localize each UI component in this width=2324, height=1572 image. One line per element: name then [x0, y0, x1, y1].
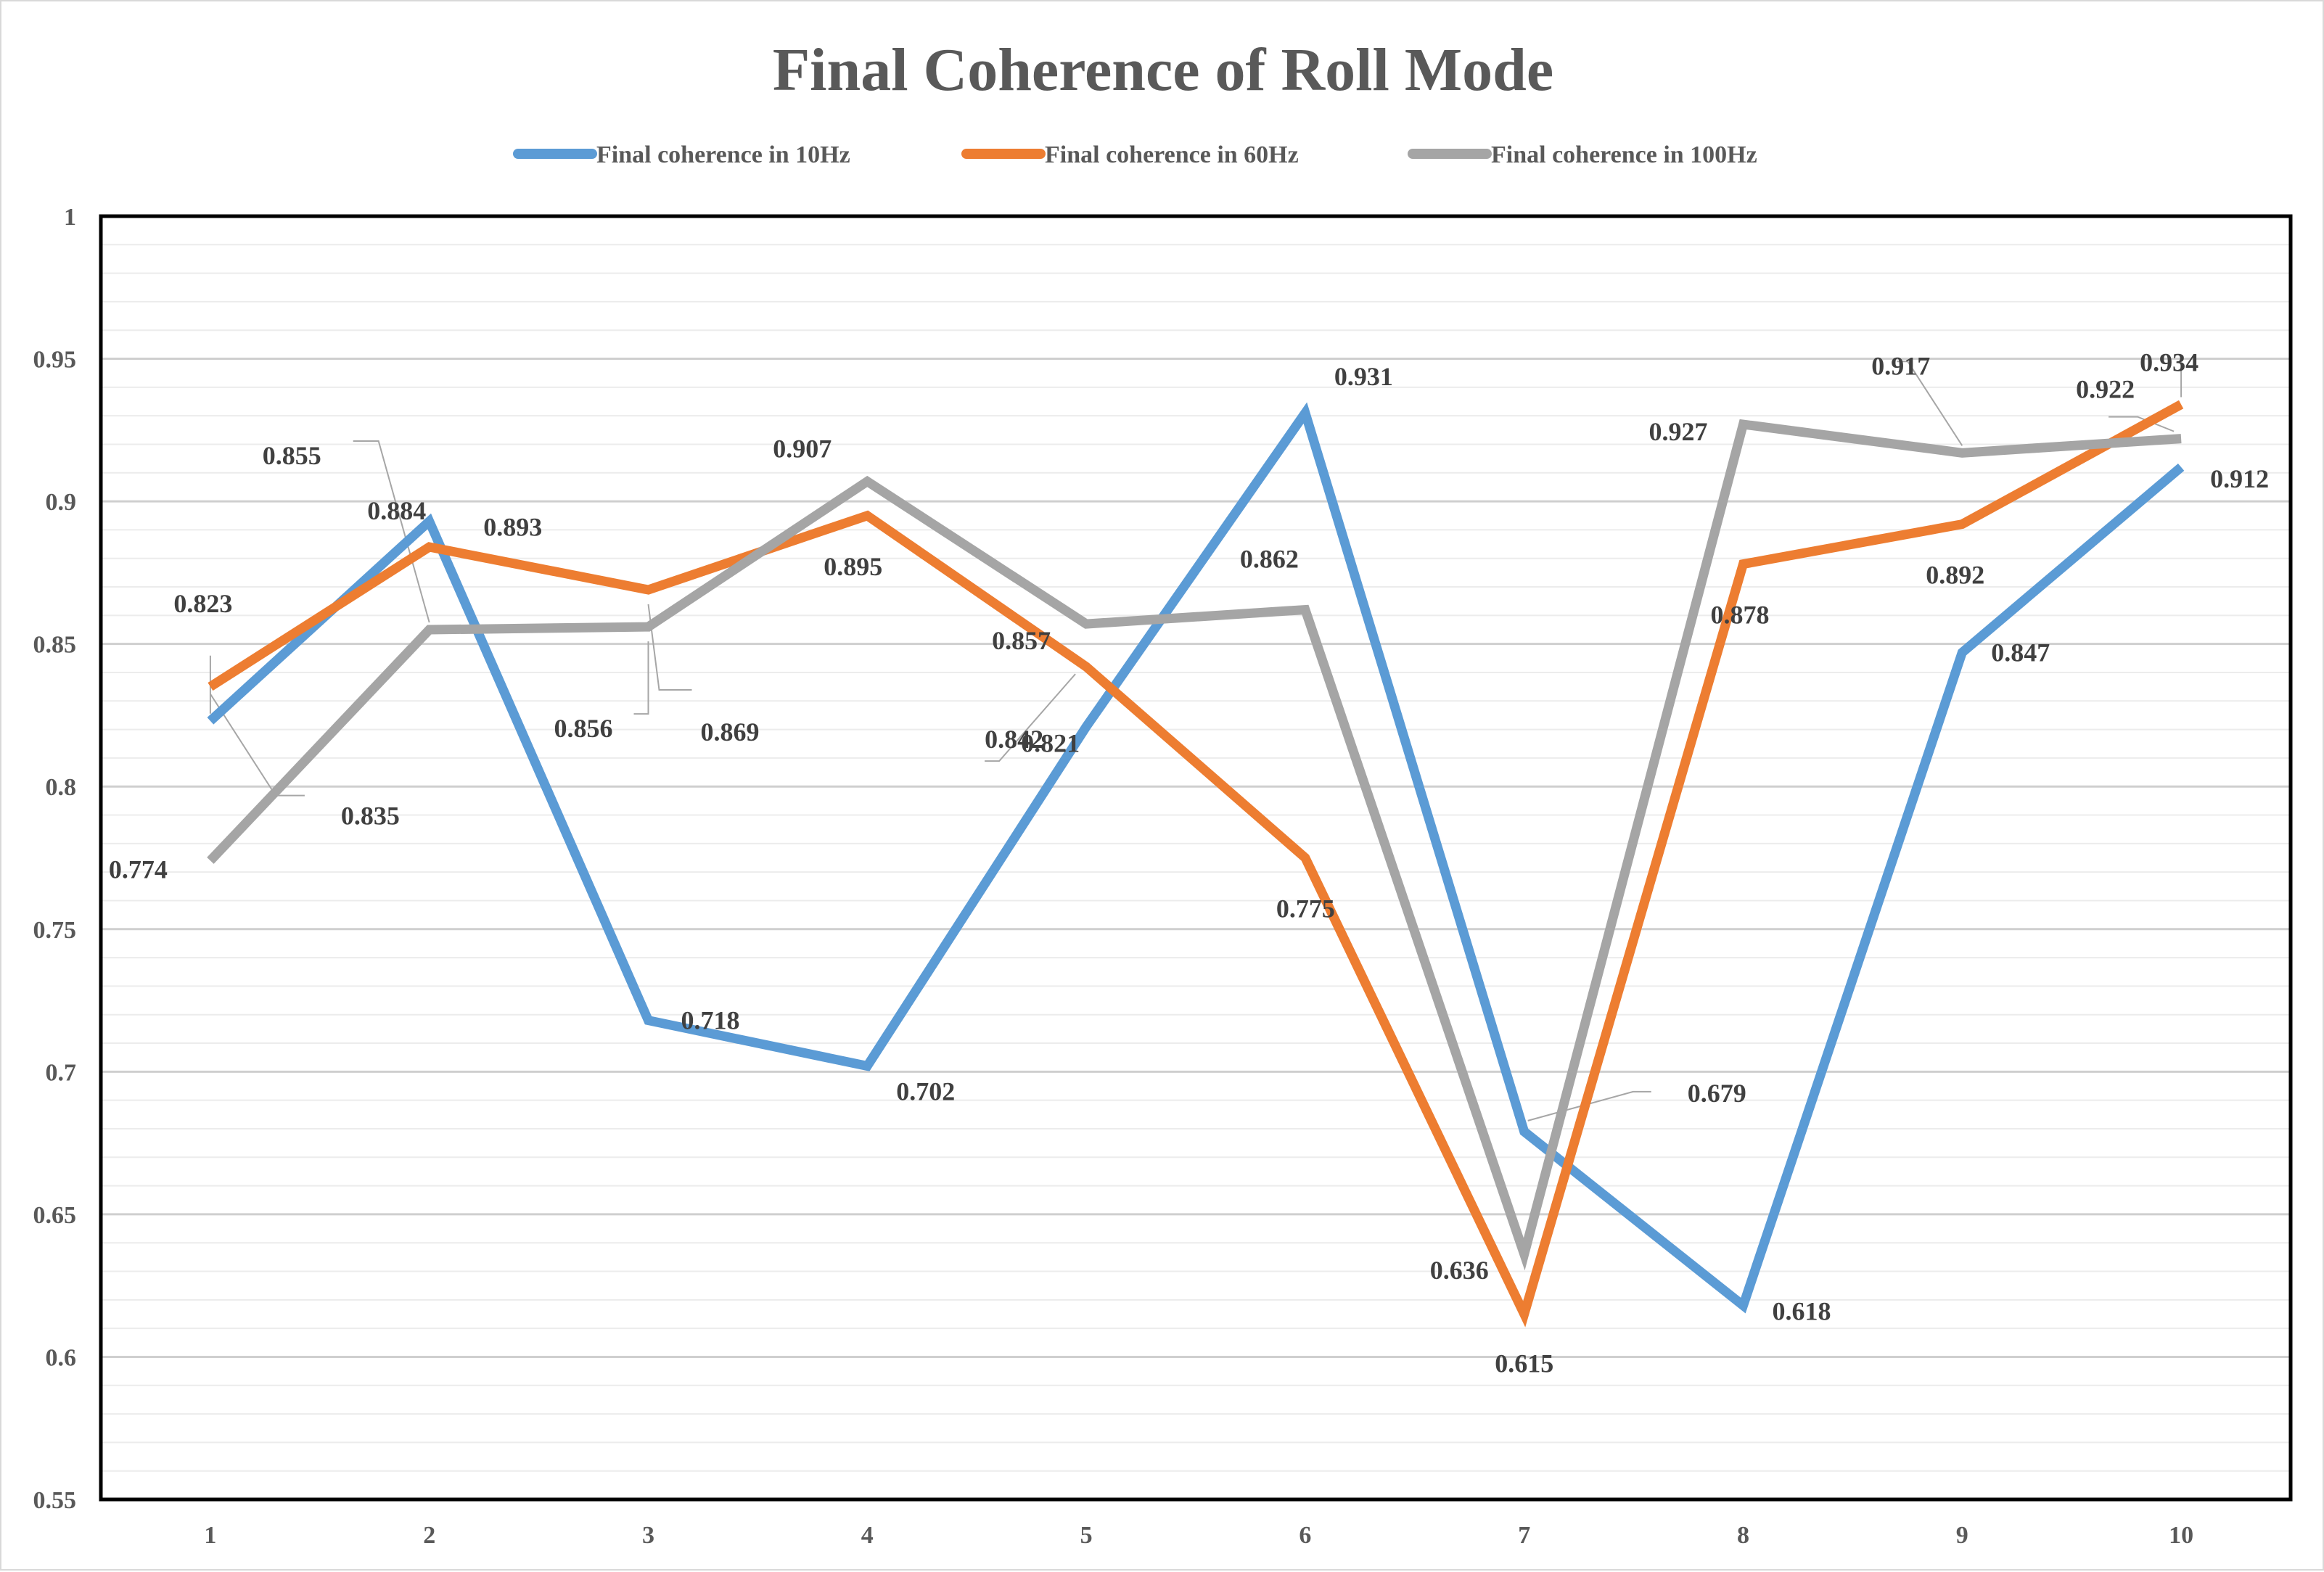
- leader-line: [633, 641, 649, 715]
- x-axis-ticks: 1 2 3 4 5 6 7 8 9 10: [204, 1522, 2193, 1549]
- data-label: 0.922: [2076, 375, 2135, 404]
- x-tick-label: 7: [1518, 1522, 1530, 1549]
- data-label: 0.855: [263, 441, 321, 470]
- leader-line: [985, 673, 1076, 762]
- data-label: 0.893: [483, 513, 542, 542]
- data-label: 0.912: [2210, 464, 2269, 493]
- y-tick-label: 0.7: [46, 1059, 77, 1086]
- y-tick-label: 1: [64, 204, 76, 231]
- series-line-2: [208, 400, 2184, 1328]
- y-tick-label: 0.8: [46, 774, 77, 801]
- data-label: 0.835: [341, 802, 400, 831]
- y-axis-ticks: 0.55 0.6 0.65 0.7 0.75 0.8 0.85 0.9 0.95 1: [33, 204, 77, 1514]
- data-label: 0.857: [992, 626, 1051, 655]
- data-label: 0.823: [173, 589, 232, 618]
- data-label: 0.895: [824, 552, 882, 581]
- data-label: 0.842: [985, 725, 1043, 754]
- y-tick-label: 0.65: [33, 1202, 77, 1229]
- data-label: 0.907: [773, 435, 832, 464]
- x-tick-label: 2: [423, 1522, 435, 1549]
- data-label: 0.702: [896, 1077, 955, 1106]
- data-label: 0.869: [701, 717, 760, 746]
- data-label: 0.775: [1276, 894, 1335, 923]
- x-tick-label: 9: [1956, 1522, 1968, 1549]
- data-label: 0.934: [2140, 347, 2198, 376]
- data-label: 0.821: [1021, 729, 1080, 758]
- data-label: 0.927: [1649, 417, 1708, 446]
- data-label: 0.718: [681, 1006, 740, 1035]
- legend-entry: Final coherence in 100Hz: [1491, 141, 1757, 168]
- x-tick-label: 6: [1299, 1522, 1311, 1549]
- data-label: 0.884: [367, 496, 426, 525]
- chart-title: Final Coherence of Roll Mode: [773, 36, 1553, 104]
- y-tick-label: 0.9: [46, 489, 77, 516]
- data-label: 0.878: [1711, 601, 1770, 630]
- y-tick-label: 0.85: [33, 632, 77, 659]
- series-lines: [207, 400, 2185, 1328]
- series-line-3: [207, 419, 2182, 1271]
- data-label: 0.856: [554, 714, 613, 743]
- legend: Final coherence in 10Hz Final coherence i…: [513, 141, 1757, 168]
- data-label: 0.679: [1688, 1079, 1746, 1108]
- data-label: 0.774: [109, 855, 168, 884]
- x-tick-label: 3: [642, 1522, 654, 1549]
- legend-entry: Final coherence in 10Hz: [596, 141, 850, 168]
- x-tick-label: 5: [1080, 1522, 1093, 1549]
- x-tick-label: 8: [1737, 1522, 1749, 1549]
- leader-line: [2109, 416, 2175, 432]
- label-leader-lines: [209, 361, 2183, 1122]
- y-tick-label: 0.75: [33, 917, 77, 944]
- series-line-1: [207, 402, 2185, 1314]
- y-tick-label: 0.95: [33, 347, 77, 374]
- x-tick-label: 10: [2169, 1522, 2193, 1549]
- leader-line: [647, 604, 692, 691]
- data-label: 0.892: [1926, 561, 1984, 590]
- data-label: 0.862: [1240, 544, 1299, 573]
- leader-line: [1897, 361, 1963, 446]
- data-label: 0.615: [1495, 1349, 1553, 1378]
- y-tick-label: 0.6: [46, 1344, 77, 1371]
- x-tick-label: 4: [861, 1522, 874, 1549]
- gridlines: [101, 215, 2291, 1501]
- data-label: 0.931: [1334, 362, 1393, 391]
- plot-area-frame: [99, 214, 2293, 1502]
- data-label: 0.917: [1871, 351, 1930, 380]
- data-label: 0.636: [1430, 1256, 1489, 1285]
- data-label: 0.847: [1991, 638, 2050, 667]
- data-label: 0.618: [1773, 1297, 1831, 1326]
- data-labels: 0.823 0.893 0.718 0.702 0.821 0.931 0.679 0.618…: [109, 347, 2269, 1378]
- y-tick-label: 0.55: [33, 1487, 77, 1514]
- legend-entry: Final coherence in 60Hz: [1045, 141, 1299, 168]
- x-tick-label: 1: [204, 1522, 216, 1549]
